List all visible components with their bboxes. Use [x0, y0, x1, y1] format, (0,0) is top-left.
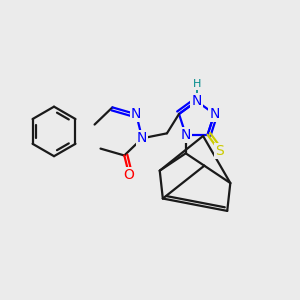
Text: H: H: [193, 79, 201, 89]
Text: N: N: [191, 94, 202, 108]
Text: O: O: [124, 168, 134, 182]
Text: N: N: [209, 107, 220, 121]
Text: N: N: [181, 128, 191, 142]
Text: N: N: [137, 131, 147, 145]
Text: S: S: [215, 144, 224, 158]
Text: N: N: [131, 107, 141, 121]
